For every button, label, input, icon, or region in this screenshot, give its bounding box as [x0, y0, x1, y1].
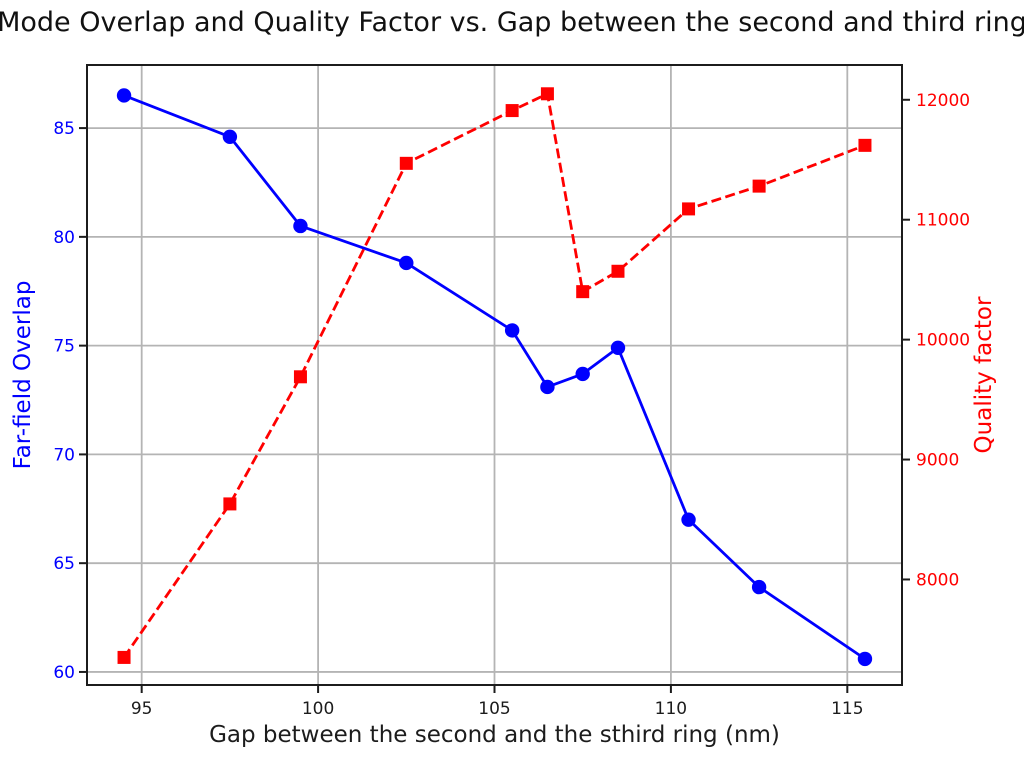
data-point-marker [399, 255, 414, 271]
x-tick-label: 115 [831, 699, 863, 719]
data-point-marker [682, 202, 696, 216]
data-point-marker [293, 218, 308, 234]
y-right-tick-label: 8000 [916, 570, 959, 590]
data-point-marker [575, 366, 590, 382]
x-tick-label: 100 [302, 699, 334, 719]
y-left-tick-label: 80 [53, 228, 75, 248]
data-point-marker [117, 650, 131, 664]
data-point-marker [293, 370, 307, 384]
data-point-marker [540, 87, 554, 101]
y-left-tick-label: 85 [53, 119, 75, 139]
data-point-marker [611, 264, 625, 278]
data-point-marker [223, 497, 237, 511]
data-point-marker [576, 285, 590, 299]
data-point-marker [504, 323, 520, 338]
x-tick-label: 95 [131, 699, 153, 719]
data-point-marker [116, 88, 132, 103]
data-point-marker [858, 138, 872, 152]
y-right-tick-label: 12000 [916, 91, 970, 111]
y-axis-label-right: Quality factor [971, 296, 997, 453]
y-left-tick-label: 60 [53, 663, 75, 683]
data-point-marker [399, 156, 413, 170]
y-axis-label-left: Far-field Overlap [10, 281, 36, 470]
data-point-marker [540, 379, 555, 395]
data-point-marker [752, 179, 766, 193]
x-tick-label: 105 [478, 699, 510, 719]
x-tick-label: 110 [655, 699, 687, 719]
y-left-tick-label: 65 [53, 554, 75, 574]
data-point-marker [857, 651, 873, 667]
data-point-marker [751, 579, 767, 595]
y-left-tick-label: 70 [53, 445, 75, 465]
data-point-marker [505, 104, 519, 118]
data-point-marker [681, 512, 696, 527]
chart-title: Mode Overlap and Quality Factor vs. Gap … [0, 7, 1024, 38]
y-right-tick-label: 10000 [916, 331, 970, 351]
y-right-tick-label: 11000 [916, 211, 970, 231]
y-left-tick-label: 75 [53, 337, 75, 357]
y-right-tick-label: 9000 [916, 451, 959, 471]
x-axis-label: Gap between the second and the sthird ri… [209, 722, 780, 748]
data-point-marker [222, 129, 238, 144]
data-point-marker [610, 340, 626, 356]
